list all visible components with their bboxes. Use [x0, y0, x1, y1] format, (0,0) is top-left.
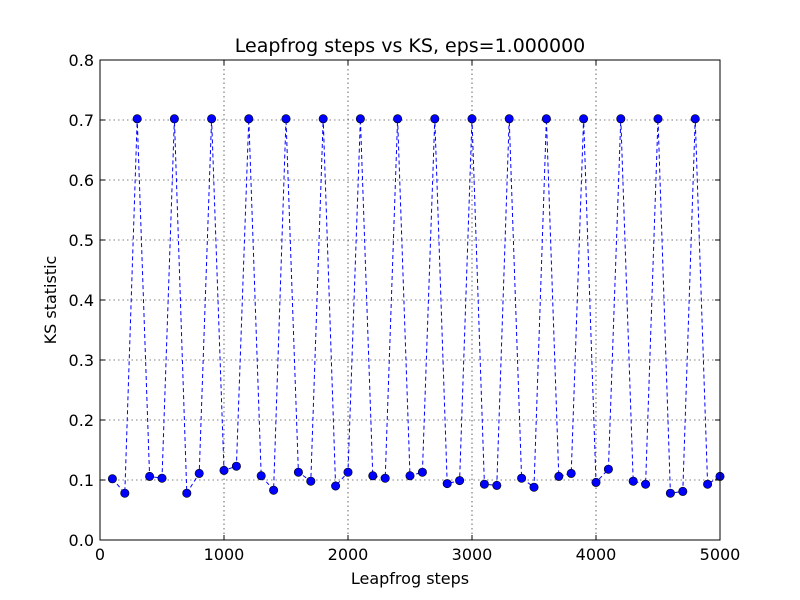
data-point [145, 471, 155, 481]
y-tick-label: 0.1 [69, 471, 94, 490]
data-point [541, 114, 551, 124]
data-point [107, 474, 117, 484]
x-tick-label: 5000 [700, 545, 741, 564]
plot-background [100, 60, 720, 540]
y-axis-label: KS statistic [41, 256, 60, 345]
x-tick-label: 2000 [328, 545, 369, 564]
data-point [331, 481, 341, 491]
data-point [244, 114, 254, 124]
data-point [405, 471, 415, 481]
data-point [293, 467, 303, 477]
data-point [269, 485, 279, 495]
data-point [182, 488, 192, 498]
data-point [678, 486, 688, 496]
x-tick-labels: 0 1000 2000 3000 4000 5000 [95, 545, 740, 564]
data-point [665, 488, 675, 498]
data-point [554, 471, 564, 481]
grid-lines [100, 60, 720, 540]
data-point [603, 464, 613, 474]
y-tick-label: 0.6 [69, 171, 94, 190]
data-point [120, 488, 130, 498]
data-point [504, 114, 514, 124]
y-tick-label: 0.5 [69, 231, 94, 250]
data-point [318, 114, 328, 124]
y-tick-label: 0.8 [69, 51, 94, 70]
data-point [157, 473, 167, 483]
y-tick-label: 0.2 [69, 411, 94, 430]
x-tick-label: 4000 [576, 545, 617, 564]
data-point [355, 114, 365, 124]
y-tick-label: 0.3 [69, 351, 94, 370]
data-point [653, 114, 663, 124]
data-point [306, 476, 316, 486]
data-point [479, 479, 489, 489]
data-point [281, 114, 291, 124]
data-point [690, 114, 700, 124]
data-point [207, 114, 217, 124]
data-point [529, 482, 539, 492]
data-point [256, 471, 266, 481]
data-point [194, 468, 204, 478]
x-tick-label: 1000 [204, 545, 245, 564]
axis-ticks [99, 59, 721, 541]
series-line [112, 118, 721, 495]
data-point [442, 479, 452, 489]
data-point [566, 468, 576, 478]
data-point [417, 467, 427, 477]
data-point [579, 114, 589, 124]
data-point [591, 477, 601, 487]
y-tick-label: 0.7 [69, 111, 94, 130]
data-point [430, 114, 440, 124]
data-point [492, 480, 502, 490]
data-point [169, 114, 179, 124]
data-point [616, 114, 626, 124]
data-point [368, 471, 378, 481]
x-tick-label: 3000 [452, 545, 493, 564]
data-point [703, 479, 713, 489]
data-point [628, 476, 638, 486]
plot-area [99, 59, 725, 541]
data-point [231, 461, 241, 471]
data-point [517, 473, 527, 483]
data-point [219, 465, 229, 475]
data-point [455, 476, 465, 486]
data-point [343, 467, 353, 477]
data-point [641, 479, 651, 489]
data-point [393, 114, 403, 124]
y-tick-label: 0.4 [69, 291, 94, 310]
data-point [380, 473, 390, 483]
chart-title: Leapfrog steps vs KS, eps=1.000000 [235, 35, 586, 57]
data-point [132, 114, 142, 124]
x-tick-label: 0 [95, 545, 105, 564]
data-point [467, 114, 477, 124]
x-axis-label: Leapfrog steps [351, 569, 469, 588]
y-tick-label: 0.0 [69, 531, 94, 550]
series-ks-statistic [107, 114, 725, 498]
y-tick-labels: 0.0 0.1 0.2 0.3 0.4 0.5 0.6 0.7 0.8 [69, 51, 94, 550]
